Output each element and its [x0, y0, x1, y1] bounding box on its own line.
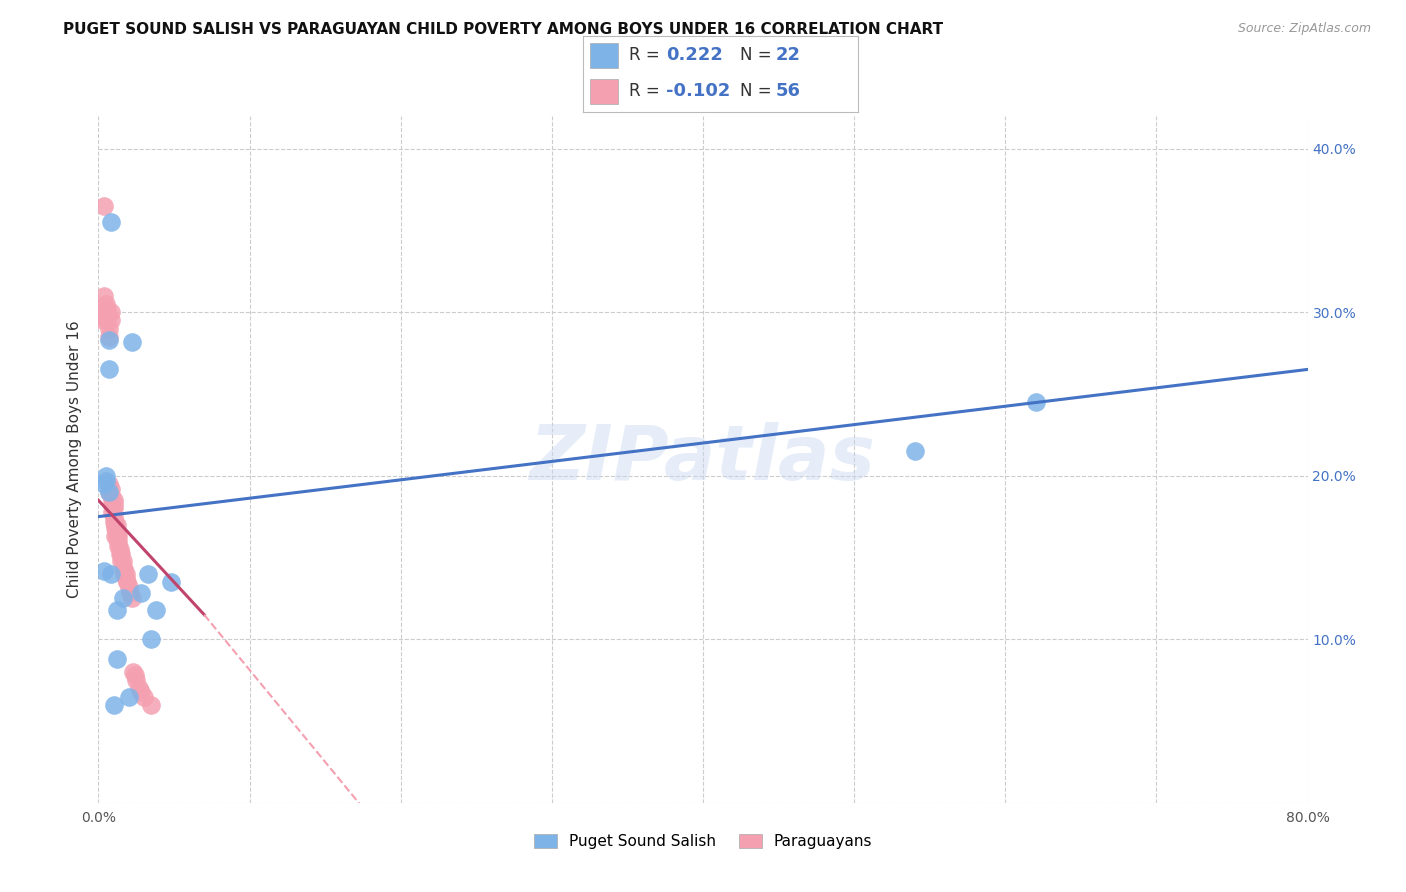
Text: R =: R = [628, 46, 665, 64]
Point [115, 574, 138, 589]
Point [105, 652, 128, 666]
Point [98, 333, 121, 347]
Point [103, 501, 125, 516]
Point [136, 566, 159, 581]
Text: 56: 56 [776, 82, 800, 101]
Point [100, 488, 122, 502]
Point [94, 297, 117, 311]
Point [110, 554, 132, 568]
Point [105, 525, 128, 540]
Point [121, 591, 143, 606]
Point [94, 474, 117, 488]
Point [104, 521, 127, 535]
Point [111, 554, 134, 568]
Point [141, 632, 163, 647]
Point [96, 309, 118, 323]
Y-axis label: Child Poverty Among Boys Under 16: Child Poverty Among Boys Under 16 [67, 320, 83, 599]
Point [100, 305, 122, 319]
Text: PUGET SOUND SALISH VS PARAGUAYAN CHILD POVERTY AMONG BOYS UNDER 16 CORRELATION C: PUGET SOUND SALISH VS PARAGUAYAN CHILD P… [63, 22, 943, 37]
Point [108, 547, 131, 561]
Text: R =: R = [628, 82, 665, 101]
Point [105, 517, 128, 532]
Point [103, 493, 125, 508]
Point [110, 547, 132, 561]
Point [107, 534, 129, 549]
Point [103, 496, 125, 510]
Point [128, 681, 150, 696]
Point [98, 476, 121, 491]
Point [105, 603, 128, 617]
Point [124, 668, 146, 682]
Point [121, 334, 143, 349]
Point [103, 509, 125, 524]
Text: Source: ZipAtlas.com: Source: ZipAtlas.com [1237, 22, 1371, 36]
Point [114, 572, 136, 586]
Point [93, 199, 115, 213]
Point [101, 505, 124, 519]
Point [111, 562, 134, 576]
Text: 0.222: 0.222 [666, 46, 723, 64]
Point [94, 310, 117, 325]
Point [96, 301, 118, 316]
Point [160, 574, 183, 589]
Point [98, 321, 121, 335]
Point [100, 215, 122, 229]
Point [93, 564, 115, 578]
Point [103, 515, 125, 529]
FancyBboxPatch shape [591, 43, 617, 68]
Text: ZIPatlas: ZIPatlas [530, 423, 876, 496]
Point [129, 684, 152, 698]
Point [103, 698, 125, 712]
Point [118, 580, 141, 594]
Text: 22: 22 [776, 46, 800, 64]
Point [93, 476, 115, 491]
Point [100, 482, 122, 496]
Point [98, 485, 121, 500]
Legend: Puget Sound Salish, Paraguayans: Puget Sound Salish, Paraguayans [526, 827, 880, 857]
Point [104, 517, 127, 532]
Point [91, 305, 114, 319]
Point [100, 313, 122, 327]
Point [145, 603, 167, 617]
Point [107, 529, 129, 543]
Point [104, 529, 127, 543]
Text: N =: N = [740, 82, 776, 101]
Point [125, 673, 148, 688]
Text: -0.102: -0.102 [666, 82, 730, 101]
Point [91, 313, 114, 327]
Point [122, 665, 145, 679]
Point [141, 698, 163, 712]
Point [107, 539, 129, 553]
Point [114, 566, 136, 581]
Point [129, 586, 152, 600]
Point [101, 498, 124, 512]
Point [111, 591, 134, 606]
Point [904, 444, 927, 458]
Text: N =: N = [740, 46, 776, 64]
Point [100, 566, 122, 581]
Point [112, 566, 135, 581]
Point [98, 362, 121, 376]
Point [120, 586, 142, 600]
Point [118, 690, 141, 704]
Point [98, 330, 121, 344]
Point [94, 468, 117, 483]
Point [105, 531, 128, 545]
Point [108, 542, 131, 557]
Point [98, 485, 121, 500]
Point [94, 305, 117, 319]
Point [96, 313, 118, 327]
FancyBboxPatch shape [591, 78, 617, 104]
Point [93, 289, 115, 303]
Point [132, 690, 155, 704]
Point [1024, 395, 1046, 409]
Point [112, 562, 135, 576]
Point [101, 493, 124, 508]
